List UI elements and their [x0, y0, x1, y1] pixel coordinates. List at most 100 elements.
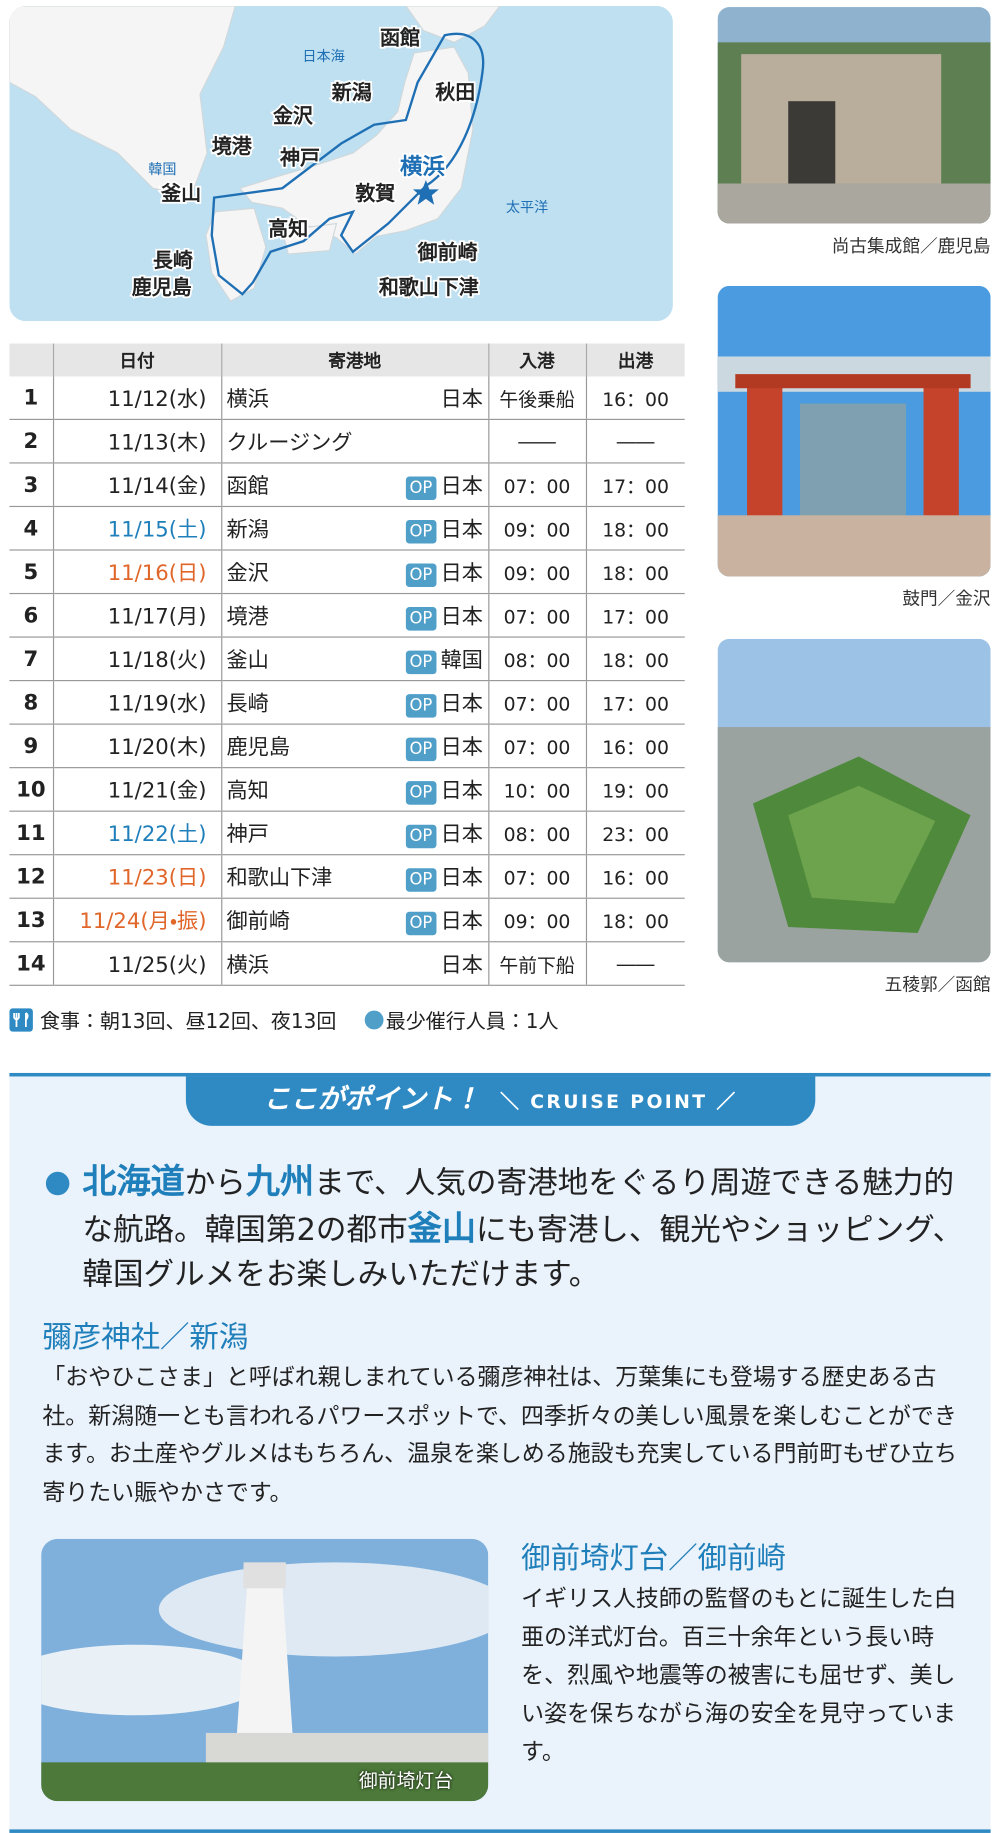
arrive-cell: 09：00: [487, 898, 586, 943]
port-wrap: 新潟 OP 日本: [226, 513, 483, 544]
map-label: 函館: [380, 26, 420, 50]
point-title: ここがポイント！: [263, 1084, 481, 1116]
country: 日本: [440, 909, 483, 935]
port-wrap: 和歌山下津 OP 日本: [226, 861, 483, 892]
arrive-cell: 08：00: [487, 811, 586, 856]
header-cell: 日付: [52, 343, 222, 377]
country: 日本: [440, 604, 483, 630]
country: 日本: [440, 474, 483, 499]
photo-caption: 御前埼灯台: [358, 1769, 453, 1792]
date-cell: 11/22(土): [52, 811, 222, 856]
depart-cell: 17：00: [585, 593, 685, 638]
arrive-cell: ――: [487, 419, 586, 464]
day-number: 7: [9, 637, 53, 682]
table-row: 3 11/14(金) 函館 OP 日本 07：00 17：00: [9, 462, 685, 508]
port-name: 函館: [226, 474, 269, 499]
port-cell: クルージング: [220, 419, 489, 464]
port-wrap: 鹿児島 OP 日本: [226, 731, 483, 762]
port-wrap: 釜山 OP 韓国: [226, 644, 483, 675]
port-extra: OP 日本: [405, 469, 483, 500]
op-badge: OP: [405, 694, 436, 718]
day-number: 12: [9, 854, 53, 899]
country: 日本: [440, 822, 483, 848]
port-wrap: 神戸 OP 日本: [226, 818, 483, 849]
depart-cell: 23：00: [585, 811, 685, 856]
table-row: 11 11/22(土) 神戸 OP 日本 08：00 23：00: [9, 811, 685, 856]
day-number: 14: [9, 941, 53, 986]
section-body: イギリス人技師の監督のもとに誕生した白亜の洋式灯台。百三十余年という長い時を、烈…: [521, 1584, 957, 1765]
date-cell: 11/16(日): [52, 549, 222, 595]
port-cell: 鹿児島 OP 日本: [220, 724, 489, 769]
table-row: 14 11/25(火) 横浜 日本 午前下船 ――: [9, 941, 685, 986]
arrive-cell: 07：00: [487, 462, 586, 508]
emphasis: 釜山: [407, 1208, 476, 1249]
min-people-note: 最少催行人員：1人: [385, 1010, 559, 1035]
depart-cell: 17：00: [585, 462, 685, 508]
photo: [717, 7, 991, 224]
day-number: 9: [9, 724, 53, 769]
port-name: 長崎: [226, 691, 269, 717]
port-name: クルージング: [226, 430, 353, 456]
map-label: 長崎: [153, 248, 193, 272]
table-row: 7 11/18(火) 釜山 OP 韓国 08：00 18：00: [9, 637, 685, 682]
date-cell: 11/24(月・振): [52, 898, 222, 943]
arrive-cell: 09：00: [487, 506, 586, 551]
country: 日本: [440, 387, 483, 412]
country: 日本: [440, 561, 483, 586]
map-label: 新潟: [331, 80, 372, 104]
country: 日本: [440, 778, 483, 804]
port-name: 釜山: [226, 648, 269, 673]
depart-cell: ――: [585, 941, 685, 986]
footnote: 食事：朝13回、昼12回、夜13回 最少催行人員：1人: [9, 1005, 559, 1035]
map-label: 釜山: [160, 181, 201, 205]
header-row: 日付 寄港地 入港 出港: [9, 343, 685, 377]
photo: [41, 1538, 489, 1802]
port-wrap: 金沢 OP 日本: [226, 556, 483, 588]
table-row: 2 11/13(木) クルージング ―― ――: [9, 419, 685, 464]
op-badge: OP: [405, 868, 436, 892]
depart-cell: 18：00: [585, 898, 685, 943]
point-subtitle: ＼ CRUISE POINT ／: [500, 1090, 738, 1113]
map-label: 日本海: [302, 49, 344, 65]
map-label: 敦賀: [355, 181, 395, 205]
port-cell: 境港 OP 日本: [220, 593, 489, 638]
port-name: 高知: [226, 778, 269, 804]
table-row: 13 11/24(月・振) 御前崎 OP 日本 09：00 18：00: [9, 898, 685, 943]
port-cell: 御前崎 OP 日本: [220, 898, 489, 943]
country: 日本: [440, 691, 483, 717]
map-label: 太平洋: [506, 200, 548, 216]
port-extra: OP 日本: [405, 600, 483, 631]
photo-caption: 尚古集成館／鹿児島: [831, 235, 991, 257]
map-label: 韓国: [148, 162, 176, 178]
op-badge: OP: [405, 911, 436, 936]
port-extra: OP 日本: [405, 774, 483, 805]
date-cell: 11/21(金): [52, 767, 222, 812]
section-body: 「おやひこさま」と呼ばれ親しまれている彌彦神社は、万葉集にも登場する歴史ある古社…: [42, 1363, 958, 1506]
meals-note: 食事：朝13回、昼12回、夜13回: [39, 1010, 337, 1035]
port-cell: 横浜 日本: [220, 941, 489, 986]
photo: [717, 285, 991, 577]
date-cell: 11/20(木): [52, 724, 222, 769]
table-row: 8 11/19(水) 長崎 OP 日本 07：00 17：00: [9, 680, 685, 725]
map-label: 境港: [212, 134, 253, 158]
port-cell: 長崎 OP 日本: [220, 680, 489, 725]
photo-caption: 鼓門／金沢: [902, 588, 991, 610]
arrive-cell: 07：00: [487, 854, 586, 899]
date-cell: 11/19(水): [52, 680, 222, 725]
port-name: 横浜: [226, 387, 269, 412]
text-run: にも寄港し、観光やショッピング、韓国グルメをお楽しみいただけます。: [82, 1212, 964, 1293]
map-label: 神戸: [279, 146, 320, 170]
depart-cell: 18：00: [585, 637, 685, 682]
port-extra: OP 日本: [405, 513, 483, 544]
port-extra: 日本: [441, 948, 483, 979]
emphasis: 北海道: [82, 1161, 185, 1202]
port-wrap: 御前崎 OP 日本: [226, 905, 483, 936]
point-banner: ここがポイント！ ＼ CRUISE POINT ／: [185, 1076, 816, 1126]
day-number: 8: [9, 680, 53, 725]
op-badge: OP: [405, 737, 436, 762]
map-label: 高知: [268, 216, 308, 240]
day-number: 13: [9, 898, 53, 943]
header-cell: 入港: [487, 343, 586, 377]
